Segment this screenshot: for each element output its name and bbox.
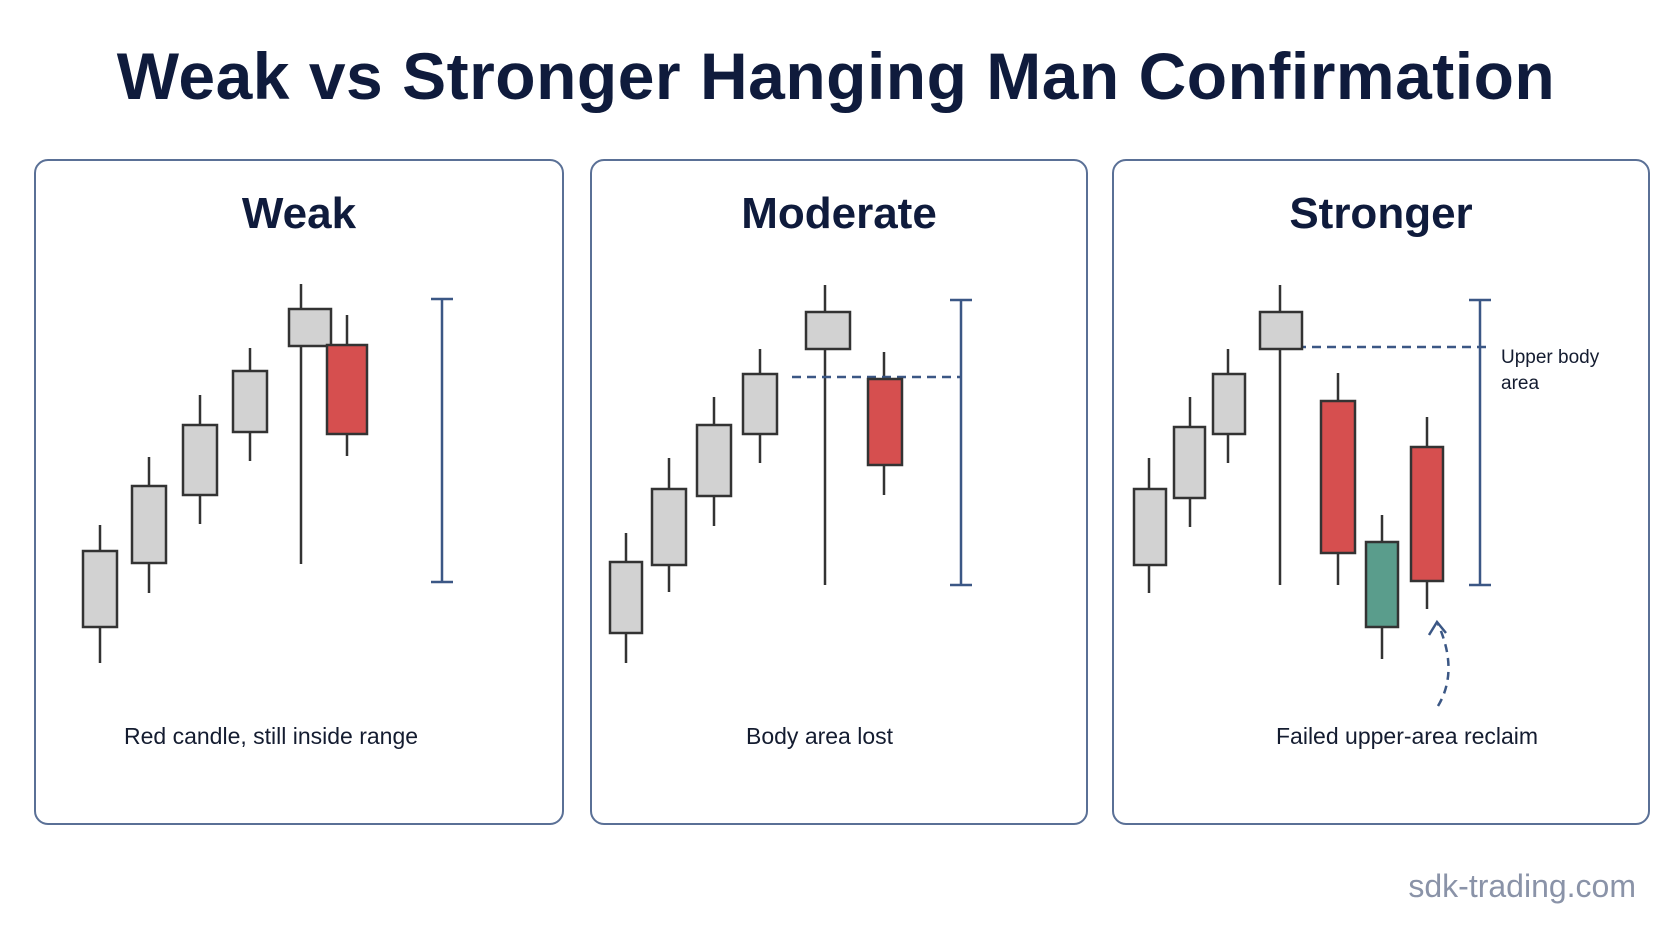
hanging-man-candle [287, 307, 333, 348]
candle-2 [130, 484, 168, 565]
candle-3 [181, 423, 219, 497]
candlestick-diagram [1132, 285, 1491, 707]
reclaim-arrow [1427, 619, 1450, 707]
panel-caption: Failed upper-area reclaim [1276, 723, 1539, 749]
panel-title: Stronger [1289, 189, 1473, 238]
candlestick-diagram [81, 284, 453, 663]
candle-4 [231, 369, 269, 434]
panel-moderate: Moderate Body area lost [590, 159, 1088, 825]
watermark: sdk-trading.com [1408, 868, 1636, 904]
range-bracket [431, 297, 453, 584]
candle-2 [650, 487, 688, 567]
panel-title: Moderate [741, 189, 937, 238]
red-candle-2 [1409, 445, 1445, 583]
panel-weak: Weak Red candle, still inside range [34, 159, 564, 825]
candle-1 [608, 560, 644, 635]
red-candle [866, 377, 904, 467]
candle-2 [1172, 425, 1207, 500]
panel-caption: Red candle, still inside range [124, 723, 419, 749]
upper-body-note: Upper body area [1501, 347, 1600, 394]
candle-4 [741, 372, 779, 436]
candle-3 [1211, 372, 1247, 436]
hanging-man-candle [1258, 310, 1304, 351]
green-candle [1364, 540, 1400, 629]
hanging-man-candle [804, 310, 852, 351]
range-bracket [950, 298, 972, 587]
candlestick-diagram [608, 285, 972, 663]
red-candle-1 [1319, 399, 1357, 555]
panel-title: Weak [241, 189, 357, 238]
page-title: Weak vs Stronger Hanging Man Confirmatio… [116, 39, 1556, 113]
range-bracket [1469, 298, 1491, 587]
panel-stronger: Stronger Upper [1112, 159, 1650, 825]
panel-caption: Body area lost [746, 723, 894, 749]
candle-1 [81, 549, 119, 629]
red-candle [325, 343, 369, 436]
candle-3 [695, 423, 733, 498]
candle-1 [1132, 487, 1168, 567]
